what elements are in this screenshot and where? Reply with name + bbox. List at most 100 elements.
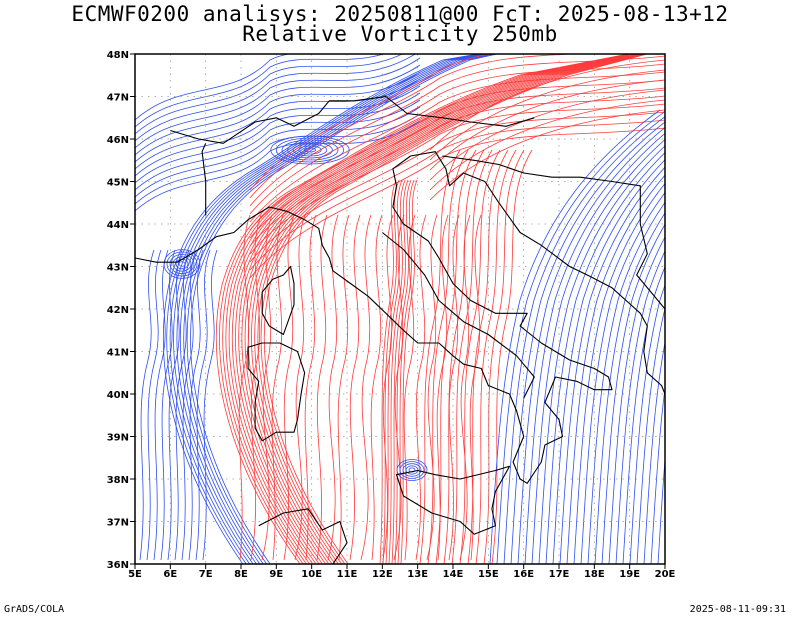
vorticity-contour xyxy=(388,179,406,564)
lon-label: 8E xyxy=(234,569,248,580)
vorticity-contour xyxy=(489,109,661,564)
vorticity-contour xyxy=(222,54,633,564)
vorticity-contour xyxy=(181,249,197,561)
lat-label: 37N xyxy=(107,518,129,529)
coastline-path xyxy=(381,232,535,399)
lon-label: 11E xyxy=(337,569,358,580)
vorticity-contour xyxy=(166,54,483,564)
lat-label: 44N xyxy=(107,220,129,231)
lon-label: 16E xyxy=(513,569,534,580)
map-title: ECMWF0200 analisys: 20250811@00 FcT: 202… xyxy=(71,2,729,26)
vorticity-contour xyxy=(135,71,421,163)
vorticity-contour xyxy=(337,214,350,561)
lon-label: 5E xyxy=(128,569,142,580)
vorticity-contour xyxy=(327,214,339,561)
lon-label: 15E xyxy=(478,569,499,580)
vorticity-contour xyxy=(483,149,525,564)
axis-ticks xyxy=(130,53,666,569)
coastline-path xyxy=(395,465,511,535)
vorticity-contour xyxy=(587,201,665,564)
vorticity-contour xyxy=(254,54,646,564)
vorticity-contour xyxy=(415,214,427,561)
lat-label: 40N xyxy=(107,390,129,401)
vorticity-contour xyxy=(426,214,438,561)
vorticity-contour xyxy=(524,132,665,564)
vorticity-contour xyxy=(190,54,499,564)
coastline-path xyxy=(442,155,665,310)
vorticity-contour xyxy=(650,385,665,564)
lon-label: 18E xyxy=(584,569,605,580)
vorticity-contour xyxy=(349,214,361,561)
vorticity-contour xyxy=(249,95,665,247)
vorticity-contour xyxy=(316,214,328,561)
coastline-path xyxy=(135,151,665,484)
vorticity-contour xyxy=(459,149,501,564)
vorticity-contour xyxy=(281,139,339,161)
vorticity-contour xyxy=(135,54,403,135)
vorticity-contour xyxy=(664,557,665,564)
vorticity-contour xyxy=(531,138,665,564)
vorticity-contour xyxy=(580,191,665,564)
vorticity-contour xyxy=(397,179,415,564)
vorticity-contour xyxy=(510,121,665,564)
vorticity-contour xyxy=(169,253,195,274)
vorticity-contour xyxy=(202,249,218,561)
vorticity-contour xyxy=(403,214,416,561)
vorticity-contour xyxy=(503,116,665,564)
vorticity-contour xyxy=(643,340,665,564)
vorticity-contour xyxy=(135,92,421,184)
lat-label: 42N xyxy=(107,305,129,316)
lon-label: 17E xyxy=(549,569,570,580)
vorticity-contour xyxy=(608,236,665,564)
coastline-path xyxy=(247,342,306,442)
vorticity-contour xyxy=(292,143,328,157)
vorticity-contour xyxy=(146,249,162,561)
vorticity-contour xyxy=(247,54,643,564)
vorticity-contour xyxy=(601,223,665,564)
vorticity-contour xyxy=(139,249,155,561)
vorticity-contour xyxy=(435,149,477,564)
vorticity-contour xyxy=(379,179,397,564)
vorticity-contour xyxy=(153,249,169,561)
vorticity-contour xyxy=(443,149,485,564)
vorticity-contour xyxy=(429,79,665,171)
vorticity-contour xyxy=(228,54,636,564)
vorticity-contour xyxy=(270,135,350,165)
coastline-path xyxy=(261,265,295,336)
lon-label: 10E xyxy=(301,569,322,580)
vorticity-contour xyxy=(163,249,201,279)
vorticity-contours xyxy=(135,54,665,564)
vorticity-contour xyxy=(393,214,405,561)
vorticity-contour xyxy=(235,54,638,564)
vorticity-contour xyxy=(657,453,665,564)
vorticity-contour xyxy=(162,54,481,564)
lat-label: 43N xyxy=(107,263,129,274)
vorticity-contour xyxy=(283,214,295,561)
vorticity-contour xyxy=(436,214,449,561)
vorticity-contour xyxy=(559,166,665,564)
vorticity-contour xyxy=(249,111,665,263)
vorticity-contour xyxy=(399,461,425,479)
vorticity-contour xyxy=(167,249,183,561)
lat-label: 46N xyxy=(107,135,129,146)
vorticity-contour xyxy=(391,179,409,564)
vorticity-contour xyxy=(135,64,421,156)
vorticity-contour xyxy=(174,249,190,561)
lat-label: 39N xyxy=(107,433,129,444)
lon-label: 6E xyxy=(163,569,177,580)
vorticity-contour xyxy=(135,54,292,121)
latitude-labels: 36N 37N 38N 39N 40N 41N 42N 43N 44N 45N 46N 47N 48N xyxy=(107,50,129,571)
map-subtitle: Relative Vorticity 250mb xyxy=(242,22,558,46)
vorticity-contour xyxy=(160,249,176,561)
vorticity-contour xyxy=(429,99,665,191)
vorticity-contour xyxy=(215,54,631,564)
lon-label: 9E xyxy=(269,569,283,580)
vorticity-contour xyxy=(419,149,461,564)
vorticity-contour xyxy=(173,54,488,564)
coastline-path xyxy=(258,508,348,564)
vorticity-contour xyxy=(263,54,649,564)
vorticity-contour xyxy=(135,106,421,198)
vorticity-contour xyxy=(231,54,637,564)
vorticity-contour xyxy=(287,141,333,159)
vorticity-contour xyxy=(275,137,344,163)
